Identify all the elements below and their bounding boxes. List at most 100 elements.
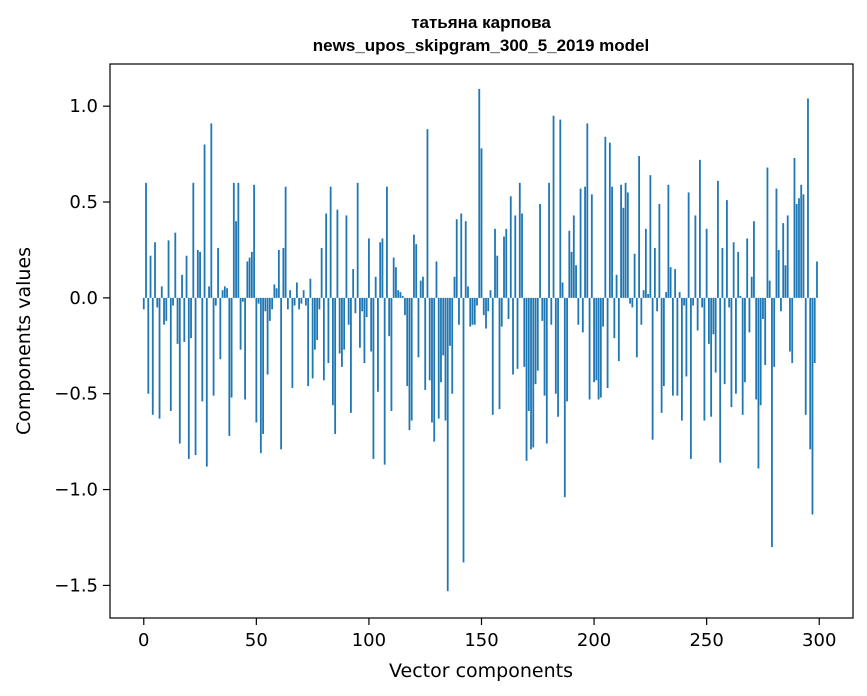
bar-148	[476, 297, 478, 306]
bar-140	[458, 297, 460, 325]
bar-88	[341, 297, 343, 367]
bar-284	[782, 223, 785, 298]
bar-224	[647, 294, 650, 298]
bar-4	[151, 297, 154, 415]
bar-5	[154, 242, 156, 298]
bar-131	[437, 297, 440, 419]
bar-121	[415, 244, 418, 298]
bar-26	[201, 297, 204, 402]
bar-279	[771, 297, 773, 548]
bar-67	[293, 297, 296, 306]
bar-256	[719, 297, 722, 463]
bar-27	[203, 144, 206, 298]
bar-168	[521, 213, 523, 298]
bar-93	[352, 269, 355, 298]
bar-255	[717, 180, 719, 298]
bar-series	[142, 88, 818, 592]
bar-261	[730, 297, 733, 408]
bar-277	[766, 167, 769, 298]
bar-96	[359, 297, 361, 348]
bar-170	[525, 297, 528, 461]
bar-76	[313, 297, 316, 350]
chart-title-line2: news_upos_skipgram_300_5_2019 model	[313, 36, 649, 55]
bar-125	[424, 297, 427, 390]
bar-24	[196, 249, 199, 298]
bar-35	[221, 290, 224, 298]
bar-82	[327, 297, 330, 364]
bar-222	[642, 290, 645, 298]
bar-143	[464, 221, 467, 298]
bar-12	[169, 297, 172, 411]
x-tick-label: 100	[352, 630, 386, 651]
bar-21	[190, 297, 192, 339]
bar-48	[250, 251, 253, 298]
bar-171	[527, 297, 530, 411]
bar-90	[345, 215, 348, 298]
bar-210	[615, 274, 618, 298]
bar-177	[541, 297, 544, 321]
bar-182	[552, 115, 555, 298]
bar-68	[295, 282, 298, 298]
bar-37	[226, 288, 228, 298]
bar-295	[807, 98, 809, 298]
bar-223	[644, 228, 647, 298]
bar-206	[606, 297, 609, 388]
bar-13	[172, 297, 174, 306]
bar-97	[361, 297, 364, 312]
bar-138	[453, 276, 456, 298]
bar-38	[228, 297, 231, 436]
bar-179	[545, 297, 548, 444]
bar-259	[726, 200, 728, 298]
bar-249	[703, 297, 706, 421]
bar-89	[343, 297, 346, 350]
bar-28	[205, 297, 208, 467]
bar-6	[156, 297, 159, 308]
bar-78	[318, 297, 321, 310]
bar-298	[813, 297, 816, 364]
bar-95	[356, 182, 359, 298]
bar-272	[755, 297, 758, 400]
bar-60	[277, 249, 280, 298]
bar-180	[548, 182, 550, 298]
bar-146	[471, 297, 474, 325]
bar-225	[649, 175, 652, 298]
bar-292	[800, 184, 803, 298]
bar-75	[311, 297, 314, 379]
bar-32	[214, 297, 217, 306]
bar-10	[165, 297, 168, 321]
bar-191	[572, 215, 575, 298]
bar-183	[554, 297, 557, 394]
bar-61	[280, 297, 283, 450]
bar-83	[329, 186, 332, 298]
bar-33	[217, 248, 219, 298]
bar-127	[428, 297, 431, 381]
bar-22	[192, 182, 195, 298]
bar-288	[791, 297, 794, 364]
bar-136	[449, 297, 451, 346]
y-tick-label: 0.0	[69, 288, 98, 309]
bar-42	[237, 182, 240, 298]
bar-263	[735, 297, 737, 394]
bar-25	[199, 251, 201, 298]
bar-114	[399, 292, 402, 298]
bar-200	[593, 297, 595, 383]
bar-119	[410, 297, 413, 421]
bar-172	[530, 297, 532, 450]
bar-266	[741, 297, 744, 415]
bar-99	[365, 297, 368, 318]
bar-150	[480, 148, 483, 298]
bar-47	[248, 257, 251, 298]
bar-230	[660, 297, 663, 413]
bar-250	[705, 228, 708, 298]
bar-73	[307, 297, 310, 387]
bar-77	[316, 297, 319, 341]
bar-145	[469, 297, 472, 327]
bar-53	[262, 297, 264, 434]
bar-86	[336, 209, 339, 298]
bar-228	[656, 297, 659, 312]
bar-254	[714, 297, 717, 373]
bar-50	[255, 297, 258, 423]
bar-253	[712, 297, 715, 335]
x-tick-label: 50	[245, 630, 268, 651]
bar-270	[750, 276, 753, 298]
